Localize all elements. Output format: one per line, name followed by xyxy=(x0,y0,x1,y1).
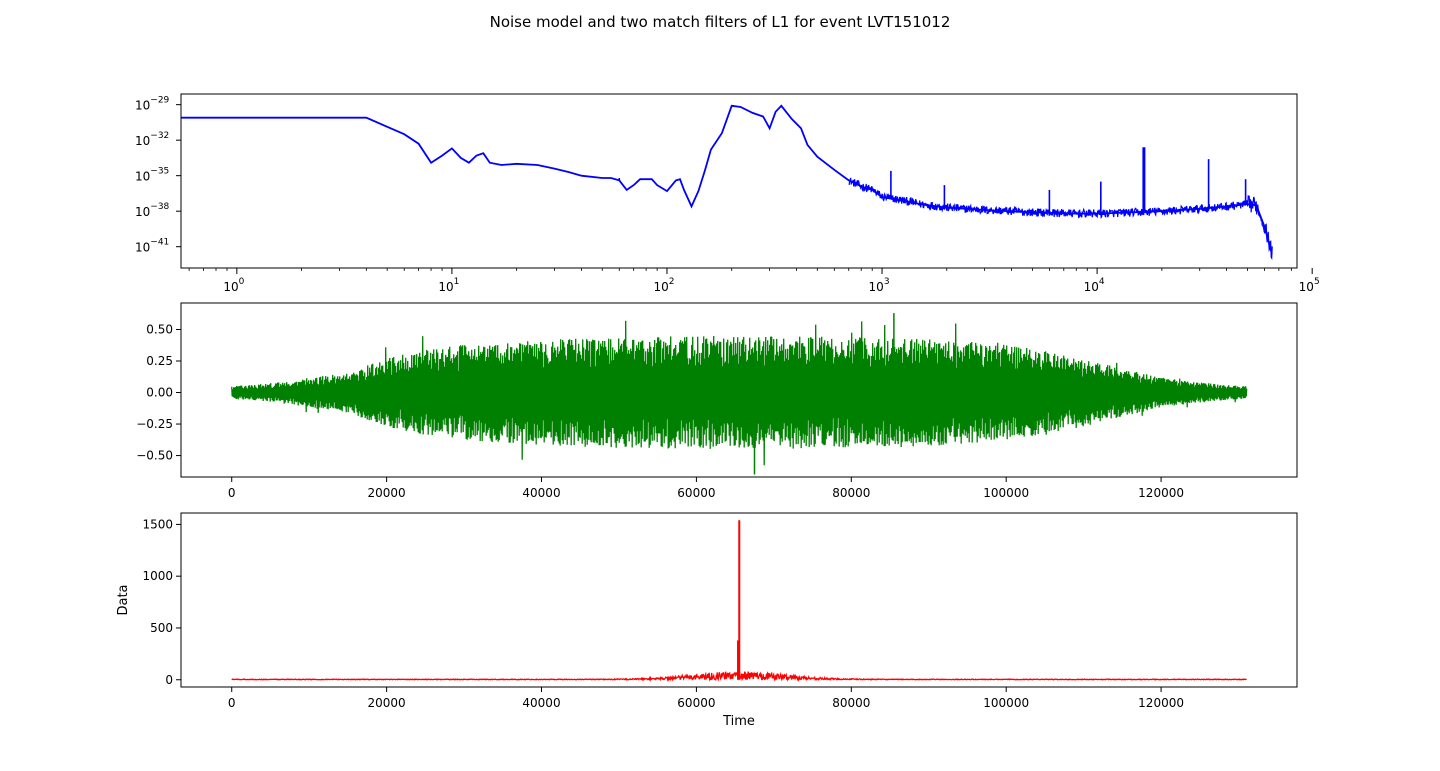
match-x-tick-label-6: 120000 xyxy=(1138,486,1184,500)
output-x-tick-label-0: 0 xyxy=(228,696,236,710)
match-filter-y-ticks: 0.50 0.25 0.00 −0.25 −0.50 xyxy=(136,322,181,463)
match-filter-series xyxy=(231,313,1248,475)
match-filter-curve xyxy=(231,320,1248,466)
output-x-tick-label-5: 100000 xyxy=(983,696,1029,710)
output-y-tick-label-1: 500 xyxy=(150,621,173,635)
match-y-tick-label-0: 0.50 xyxy=(146,322,173,336)
match-x-tick-label-2: 40000 xyxy=(522,486,560,500)
filter-output-series xyxy=(231,520,1247,683)
filter-output-x-ticks: 0 20000 40000 60000 80000 100000 120000 xyxy=(228,687,1184,710)
noise-model-fluctuation xyxy=(848,177,1273,260)
filter-output-y-ticks: 0 500 1000 1500 xyxy=(142,517,181,687)
output-y-tick-label-2: 1000 xyxy=(142,569,173,583)
output-y-tick-label-0: 0 xyxy=(165,673,173,687)
filter-output-panel: 0 20000 40000 60000 80000 100000 120000 0 500 10… xyxy=(116,512,1298,729)
output-y-tick-label-3: 1500 xyxy=(142,517,173,531)
output-x-tick-label-3: 60000 xyxy=(677,696,715,710)
match-filter-panel: 0 20000 40000 60000 80000 100000 120000 0.500.… xyxy=(136,302,1298,500)
x-axis-label: Time xyxy=(722,714,755,729)
match-x-tick-label-1: 20000 xyxy=(368,486,406,500)
output-x-tick-label-1: 20000 xyxy=(368,696,406,710)
output-x-tick-label-6: 120000 xyxy=(1138,696,1184,710)
noise-model-axes-frame xyxy=(180,93,1298,269)
match-y-tick-label-1: 0.25 xyxy=(146,354,173,368)
match-x-tick-label-5: 100000 xyxy=(983,486,1029,500)
match-y-tick-label-4: −0.50 xyxy=(136,449,173,463)
match-x-tick-label-0: 0 xyxy=(228,486,236,500)
match-filter-axes-frame xyxy=(180,302,1298,478)
output-x-tick-label-2: 40000 xyxy=(522,696,560,710)
figure-title: Noise model and two match filters of L1 … xyxy=(490,13,951,31)
noise-model-series xyxy=(181,104,1273,260)
match-y-tick-label-3: −0.25 xyxy=(136,417,173,431)
output-x-tick-label-4: 80000 xyxy=(832,696,870,710)
match-x-tick-label-4: 80000 xyxy=(832,486,870,500)
match-x-tick-label-3: 60000 xyxy=(677,486,715,500)
y-axis-label: Data xyxy=(116,584,131,615)
match-y-tick-label-2: 0.00 xyxy=(146,386,173,400)
match-filter-x-ticks: 0 20000 40000 60000 80000 100000 120000 xyxy=(228,477,1184,500)
filter-output-axes-frame xyxy=(180,512,1298,688)
